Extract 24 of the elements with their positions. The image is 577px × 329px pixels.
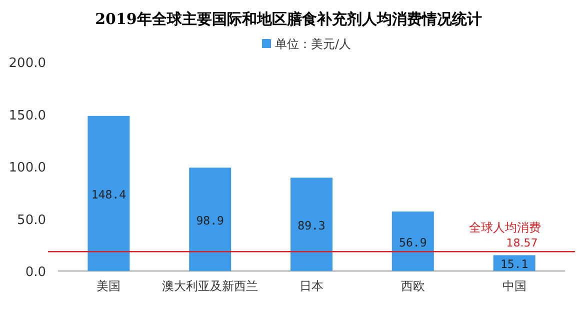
legend-label: 单位：美元/人 (275, 37, 352, 51)
chart-title: 2019年全球主要国际和地区膳食补充剂人均消费情况统计 (95, 10, 482, 28)
bar (493, 255, 536, 271)
y-tick-label: 0.0 (25, 265, 46, 280)
data-label: 98.9 (196, 213, 224, 228)
data-label: 89.3 (298, 218, 326, 232)
x-tick-label: 澳大利亚及新西兰 (162, 279, 258, 293)
x-tick-label: 美国 (96, 279, 121, 293)
bar (88, 116, 130, 271)
x-tick-label: 日本 (300, 279, 324, 293)
ref-line-label: 全球人均消费 (469, 220, 541, 235)
annotation: 18.57 (506, 236, 538, 250)
y-tick-label: 50.0 (17, 212, 46, 228)
x-tick-label: 西欧 (400, 279, 425, 293)
y-tick-label: 200.0 (8, 56, 46, 71)
data-label: 148.4 (91, 187, 126, 202)
y-tick-label: 100.0 (8, 160, 46, 176)
x-tick-label: 中国 (502, 279, 526, 293)
data-label: 56.9 (399, 235, 427, 250)
bar (392, 212, 434, 271)
bar (290, 178, 332, 271)
y-tick-label: 150.0 (8, 108, 46, 124)
data-label: 15.1 (500, 257, 528, 272)
bar (189, 168, 232, 271)
